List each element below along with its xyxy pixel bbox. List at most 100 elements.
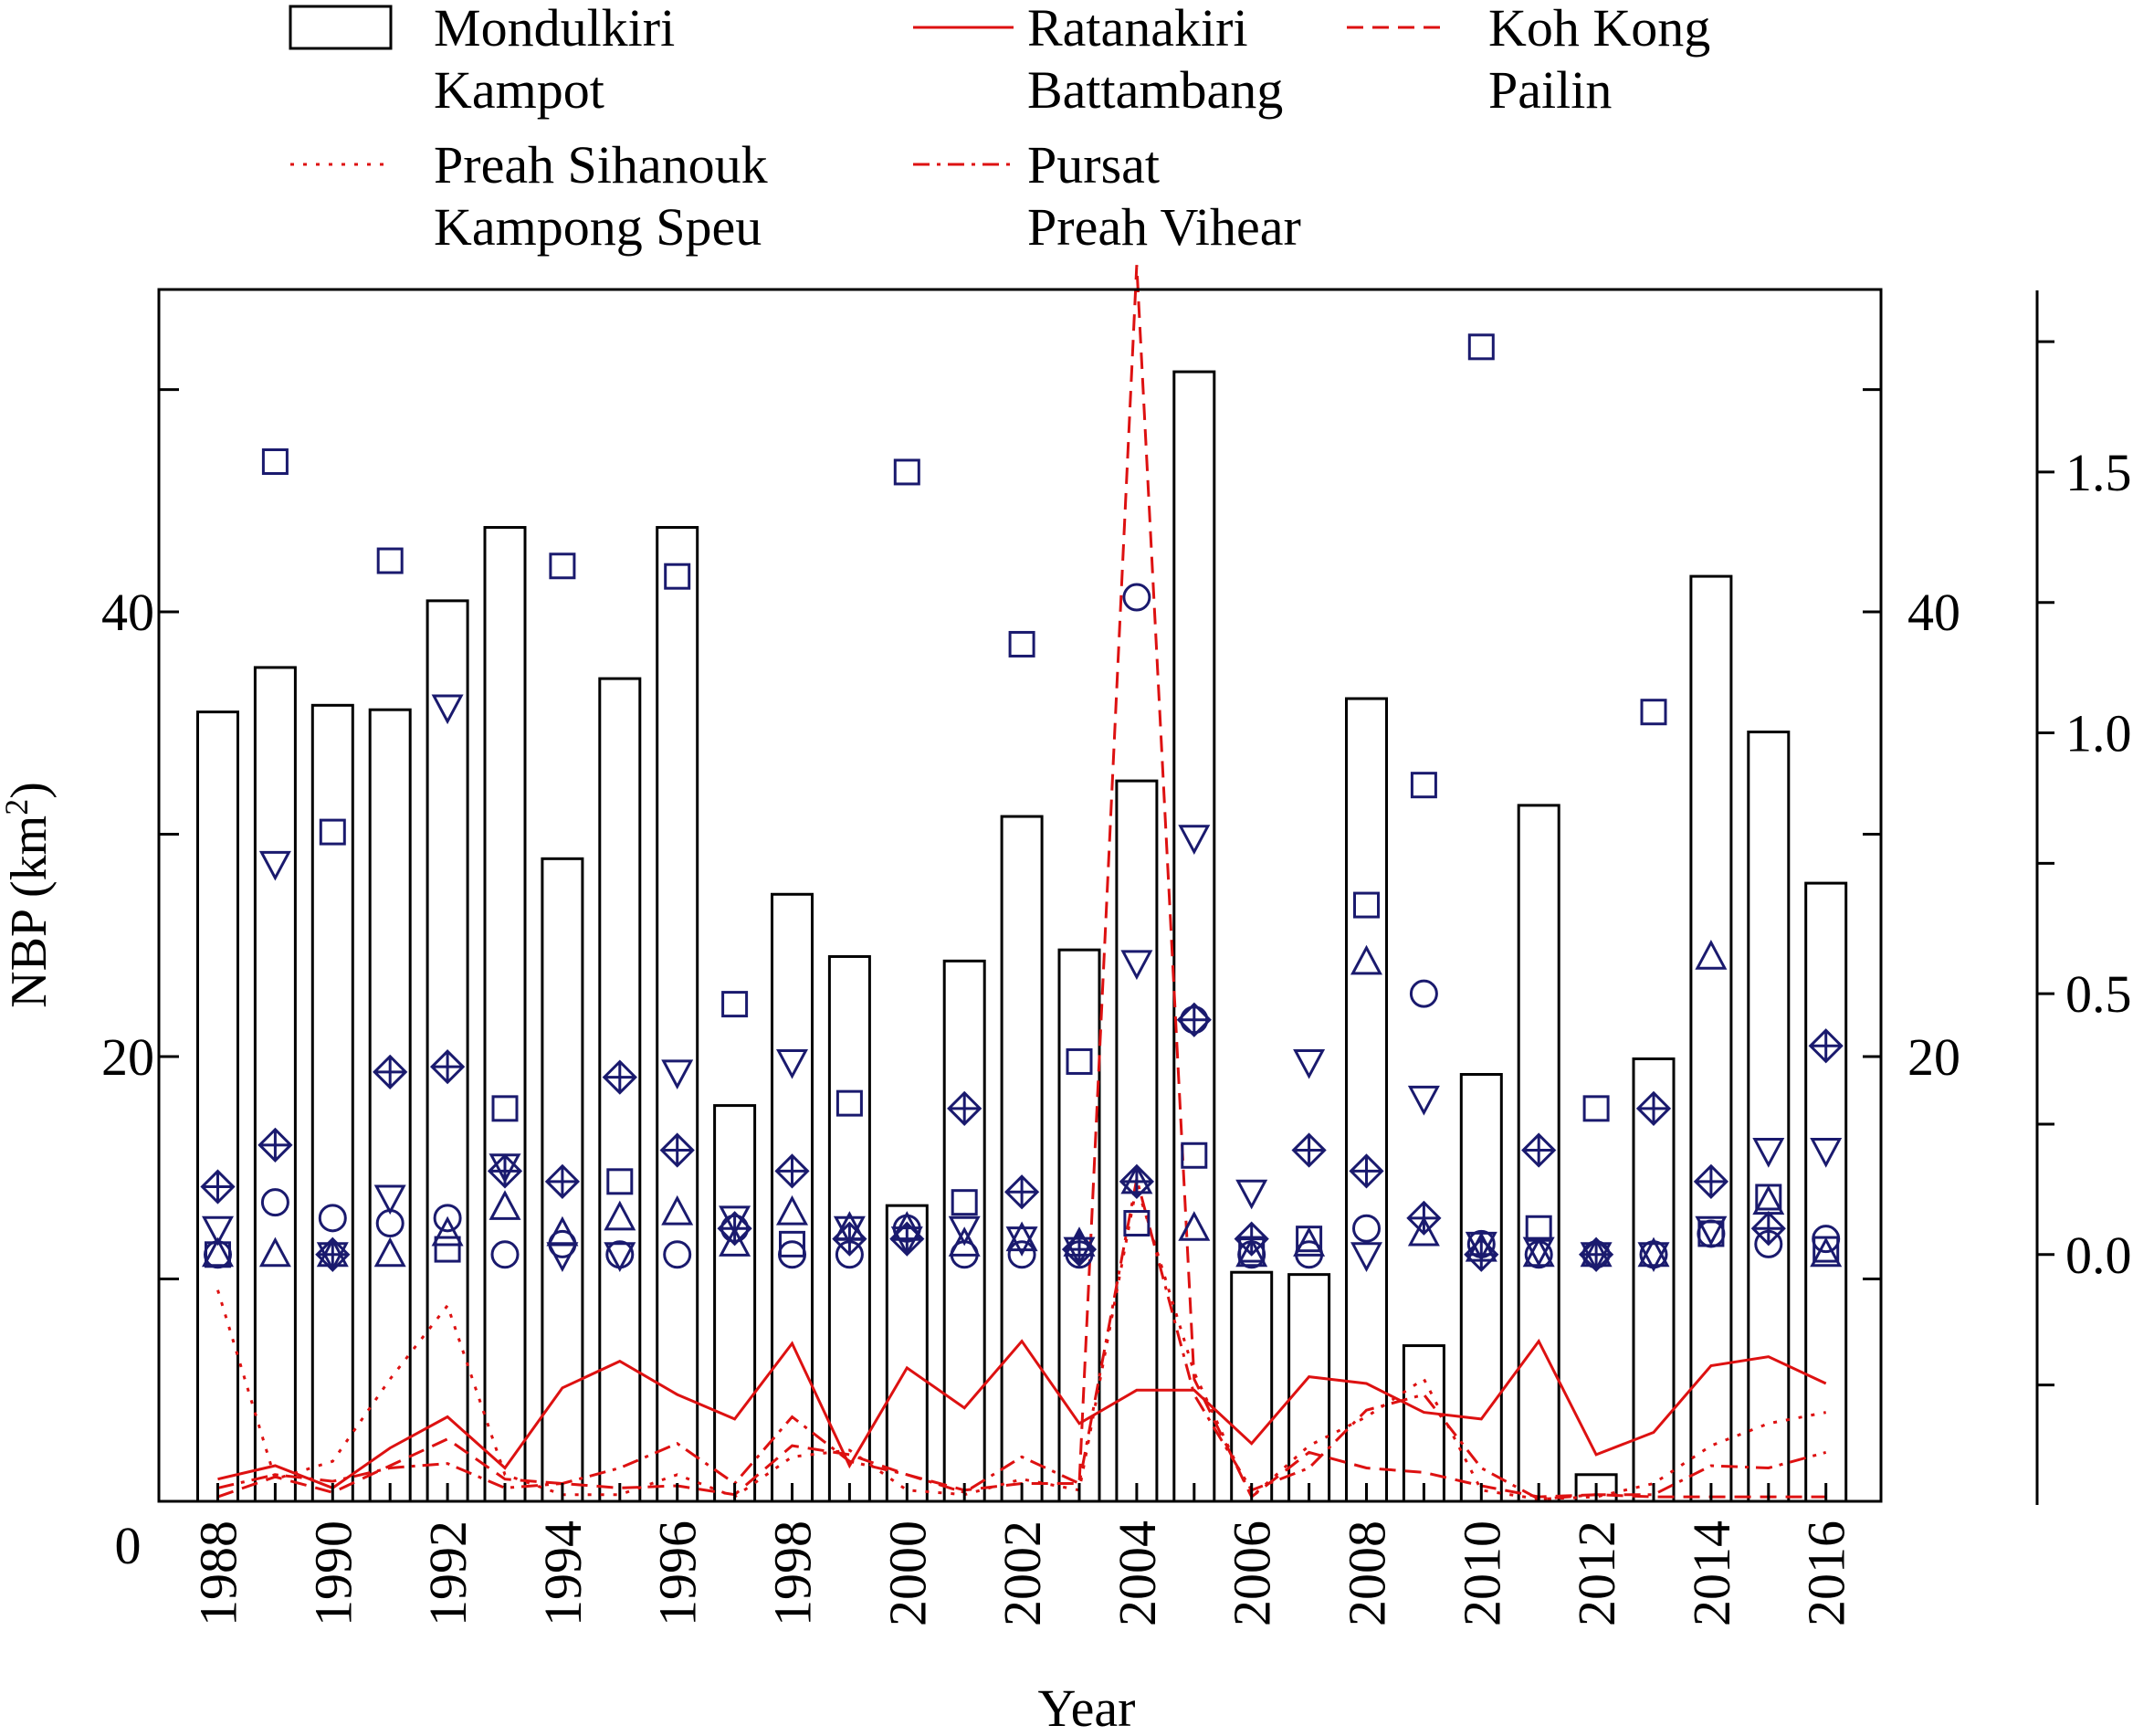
marker-kampong-speu-2013 (1635, 1090, 1672, 1126)
legend-label-preah-vihear: Preah Vihear (1027, 197, 1301, 257)
marker-kampot-2009 (1410, 772, 1437, 799)
x-tick-label-1990: 1990 (303, 1520, 363, 1626)
marker-kampong-speu-1996 (659, 1132, 695, 1168)
marker-battambang-1992 (433, 1204, 462, 1233)
line-koh-kong (217, 265, 1826, 1499)
marker-kampong-speu-2007 (1291, 1132, 1327, 1168)
marker-kampot-2013 (1640, 699, 1667, 726)
marker-pailin-1991 (373, 1236, 406, 1268)
marker-kampong-speu-1994 (544, 1163, 581, 1199)
marker-preah-vihear-2016 (1810, 1138, 1843, 1168)
marker-kampong-speu-1995 (602, 1059, 637, 1095)
bar-mondulkiri-2016 (1804, 881, 1848, 1503)
bar-mondulkiri-1991 (368, 708, 412, 1503)
x-tick-label-2014: 2014 (1682, 1520, 1741, 1626)
marker-preah-vihear-2007 (1293, 1048, 1326, 1079)
marker-preah-vihear-2014 (1695, 1215, 1728, 1247)
legend-label-battambang: Battambang (1027, 60, 1283, 120)
x-tick-label-1996: 1996 (648, 1520, 708, 1626)
marker-kampot-1998 (779, 1230, 805, 1257)
marker-kampot-1994 (549, 552, 576, 580)
middle-tick-label-40: 40 (1907, 583, 1960, 642)
marker-pailin-1997 (719, 1226, 751, 1257)
marker-kampong-speu-2000 (889, 1221, 925, 1257)
x-tick-label-1992: 1992 (418, 1520, 478, 1626)
marker-preah-vihear-2002 (1005, 1226, 1038, 1257)
marker-kampong-speu-2001 (947, 1090, 982, 1126)
marker-pailin-2006 (1235, 1236, 1268, 1268)
right-tick-label-0: 0.0 (2065, 1226, 2132, 1285)
marker-kampong-speu-1998 (774, 1153, 810, 1189)
marker-kampong-speu-1990 (315, 1236, 351, 1272)
marker-pailin-2007 (1293, 1226, 1326, 1257)
marker-pailin-2005 (1178, 1211, 1211, 1241)
marker-kampot-1997 (721, 991, 749, 1018)
x-tick-label-2004: 2004 (1108, 1520, 1167, 1626)
marker-preah-vihear-2001 (948, 1215, 981, 1247)
marker-battambang-1990 (318, 1204, 347, 1233)
bar-mondulkiri-2007 (1287, 1273, 1331, 1503)
markers-layer (200, 333, 1844, 1272)
marker-kampong-speu-2003 (1061, 1231, 1098, 1268)
y-axis-label-close: ) (1, 782, 58, 799)
marker-battambang-1998 (778, 1240, 806, 1269)
marker-kampot-2008 (1353, 891, 1380, 919)
marker-kampong-speu-2009 (1406, 1200, 1442, 1236)
marker-pailin-1996 (661, 1194, 694, 1226)
bar-mondulkiri-2004 (1115, 779, 1159, 1503)
marker-kampong-speu-2008 (1349, 1153, 1384, 1189)
legend-swatch-mondulkiri (289, 5, 393, 50)
marker-kampong-speu-2011 (1521, 1132, 1557, 1168)
left-tick-label-20: 20 (101, 1027, 154, 1087)
marker-pailin-1998 (775, 1194, 809, 1226)
marker-pailin-2008 (1350, 944, 1383, 975)
bar-mondulkiri-2015 (1747, 731, 1791, 1503)
bar-mondulkiri-1990 (310, 703, 354, 1503)
x-tick-label-2000: 2000 (877, 1520, 937, 1626)
left-tick-label-40: 40 (101, 583, 154, 642)
marker-kampong-speu-2012 (1578, 1236, 1614, 1272)
marker-pailin-2009 (1407, 1215, 1440, 1247)
marker-pailin-2013 (1637, 1236, 1670, 1268)
middle-tick-label-20: 20 (1907, 1027, 1960, 1087)
y-axis-label-main: NBP (km (1, 815, 58, 1008)
marker-battambang-2002 (1007, 1240, 1036, 1269)
marker-kampong-speu-2004 (1119, 1163, 1155, 1199)
marker-preah-vihear-1989 (258, 850, 291, 881)
marker-kampot-1989 (261, 448, 289, 476)
marker-kampot-2010 (1467, 333, 1495, 361)
bar-mondulkiri-2003 (1057, 948, 1101, 1503)
bar-mondulkiri-2005 (1172, 370, 1216, 1503)
marker-kampong-speu-1999 (832, 1221, 867, 1257)
marker-battambang-1989 (260, 1188, 289, 1217)
marker-battambang-2008 (1352, 1214, 1381, 1243)
x-tick-label-2012: 2012 (1567, 1520, 1626, 1626)
right-tick-label-0_5: 0.5 (2065, 964, 2132, 1024)
bar-mondulkiri-2002 (1000, 815, 1044, 1503)
marker-pailin-2016 (1810, 1236, 1843, 1268)
legend-label-mondulkiri: Mondulkiri (434, 0, 675, 58)
marker-battambang-2016 (1812, 1225, 1841, 1254)
x-tick-label-1998: 1998 (763, 1520, 823, 1626)
marker-battambang-2014 (1697, 1219, 1726, 1248)
marker-preah-vihear-1996 (661, 1059, 694, 1090)
x-tick-label-2016: 2016 (1797, 1520, 1856, 1626)
marker-kampot-1990 (319, 818, 346, 846)
marker-kampong-speu-1991 (373, 1054, 408, 1089)
legend-label-pailin: Pailin (1488, 60, 1612, 120)
x-tick-label-1994: 1994 (533, 1520, 593, 1626)
line-ratanakiri (217, 1338, 1827, 1490)
marker-preah-vihear-2005 (1178, 825, 1211, 855)
x-axis-label: Year (1038, 1678, 1136, 1731)
marker-pailin-1992 (431, 1215, 464, 1247)
marker-pailin-2002 (1005, 1221, 1038, 1252)
marker-kampong-speu-2015 (1750, 1211, 1786, 1247)
marker-kampot-1996 (664, 563, 691, 590)
lines-layer (216, 265, 1827, 1501)
bar-mondulkiri-2009 (1402, 1344, 1445, 1503)
marker-kampong-speu-2014 (1693, 1163, 1729, 1199)
marker-preah-vihear-1988 (201, 1215, 235, 1247)
x-tick-label-2008: 2008 (1338, 1520, 1397, 1626)
bar-mondulkiri-1993 (483, 526, 527, 1503)
